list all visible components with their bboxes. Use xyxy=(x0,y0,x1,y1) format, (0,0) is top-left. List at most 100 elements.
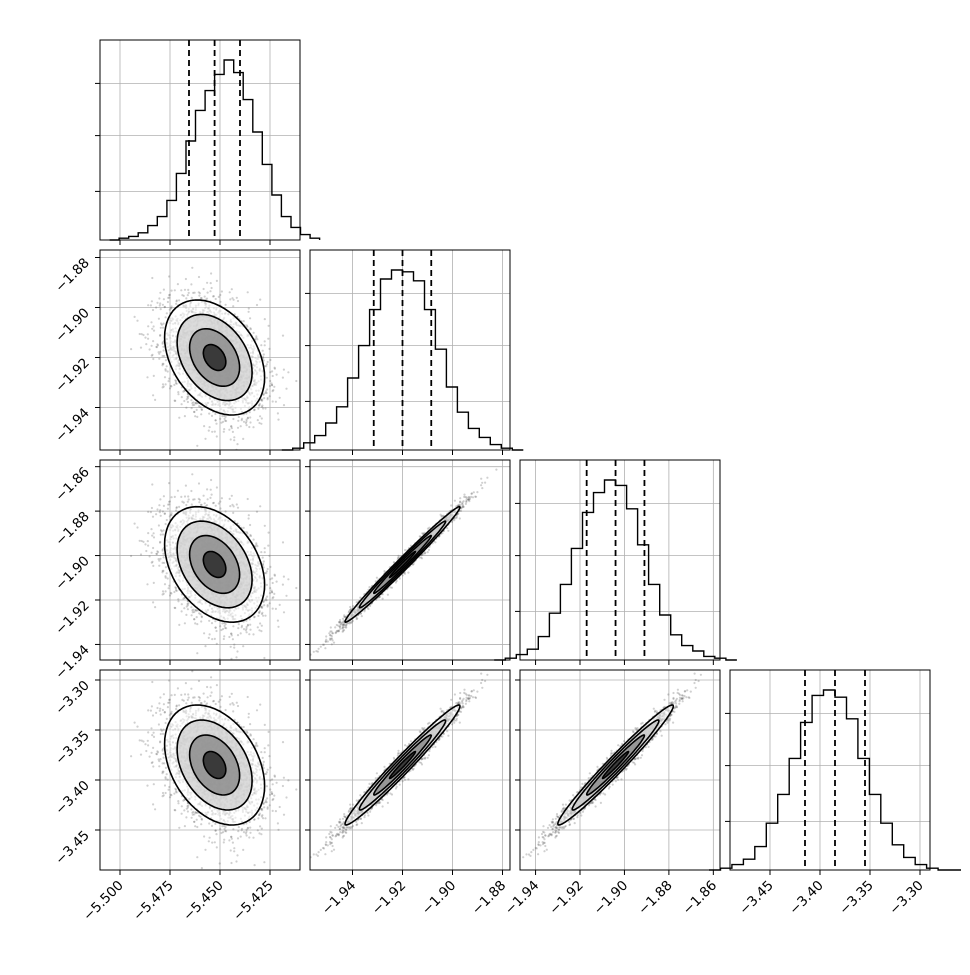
sample-point xyxy=(162,553,164,555)
sample-point xyxy=(130,555,132,557)
sample-point xyxy=(246,631,248,633)
sample-point xyxy=(134,316,136,318)
sample-point xyxy=(192,611,194,613)
sample-point xyxy=(232,638,234,640)
sample-point xyxy=(145,343,147,345)
sample-point xyxy=(198,482,200,484)
sample-point xyxy=(163,349,165,351)
sample-point xyxy=(232,431,234,433)
sample-point xyxy=(165,383,167,385)
sample-point xyxy=(158,524,160,526)
sample-point xyxy=(283,576,285,578)
sample-point xyxy=(271,384,273,386)
sample-point xyxy=(151,355,153,357)
sample-point xyxy=(151,562,153,564)
sample-point xyxy=(233,299,235,301)
sample-point xyxy=(185,407,187,409)
sample-point xyxy=(266,596,268,598)
sample-point xyxy=(229,298,231,300)
sample-point xyxy=(200,504,202,506)
sample-point xyxy=(243,527,245,529)
sample-point xyxy=(267,604,269,606)
sample-point xyxy=(159,511,161,513)
sample-point xyxy=(162,346,164,348)
sample-point xyxy=(199,613,201,615)
sample-point xyxy=(209,426,211,428)
sample-point xyxy=(259,415,261,417)
sample-point xyxy=(174,496,176,498)
sample-point xyxy=(146,376,148,378)
sample-point xyxy=(273,386,275,388)
sample-point xyxy=(214,620,216,622)
sample-point xyxy=(162,533,164,535)
sample-point xyxy=(158,353,160,355)
sample-point xyxy=(191,267,193,269)
sample-point xyxy=(245,422,247,424)
sample-point xyxy=(201,615,203,617)
sample-point xyxy=(232,625,234,627)
sample-point xyxy=(269,359,271,361)
sample-point xyxy=(188,292,190,294)
sample-point xyxy=(152,547,154,549)
sample-point xyxy=(187,602,189,604)
sample-point xyxy=(136,320,138,322)
sample-point xyxy=(151,300,153,302)
sample-point xyxy=(233,505,235,507)
sample-point xyxy=(232,418,234,420)
sample-point xyxy=(271,591,273,593)
sample-point xyxy=(185,297,187,299)
sample-point xyxy=(242,438,244,440)
sample-point xyxy=(260,630,262,632)
sample-point xyxy=(191,407,193,409)
sample-point xyxy=(249,524,251,526)
sample-point xyxy=(204,502,206,504)
sample-point xyxy=(191,473,193,475)
sample-point xyxy=(147,540,149,542)
sample-point xyxy=(219,501,221,503)
sample-point xyxy=(203,288,205,290)
sample-point xyxy=(159,302,161,304)
sample-point xyxy=(147,532,149,534)
sample-point xyxy=(266,377,268,379)
sample-point xyxy=(168,380,170,382)
sample-point xyxy=(230,450,232,452)
sample-point xyxy=(207,498,209,500)
sample-point xyxy=(215,627,217,629)
sample-point xyxy=(235,656,237,658)
sample-point xyxy=(257,615,259,617)
sample-point xyxy=(236,503,238,505)
sample-point xyxy=(261,405,263,407)
sample-point xyxy=(163,289,165,291)
sample-point xyxy=(211,287,213,289)
sample-point xyxy=(158,318,160,320)
sample-point xyxy=(152,309,154,311)
sample-point xyxy=(192,404,194,406)
sample-point xyxy=(147,511,149,513)
sample-point xyxy=(187,608,189,610)
sample-point xyxy=(146,583,148,585)
sample-point xyxy=(144,543,146,545)
sample-point xyxy=(191,614,193,616)
sample-point xyxy=(249,411,251,413)
sample-point xyxy=(147,333,149,335)
sample-point xyxy=(255,544,257,546)
sample-point xyxy=(169,387,171,389)
sample-point xyxy=(218,296,220,298)
sample-point xyxy=(249,624,251,626)
sample-point xyxy=(228,636,230,638)
sample-point xyxy=(163,562,165,564)
sample-point xyxy=(262,615,264,617)
sample-point xyxy=(159,542,161,544)
sample-point xyxy=(215,630,217,632)
sample-point xyxy=(243,320,245,322)
sample-point xyxy=(155,513,157,515)
sample-point xyxy=(248,426,250,428)
sample-point xyxy=(210,489,212,491)
sample-point xyxy=(159,335,161,337)
sample-point xyxy=(178,417,180,419)
sample-point xyxy=(230,633,232,635)
sample-point xyxy=(164,583,166,585)
sample-point xyxy=(236,443,238,445)
sample-point xyxy=(151,507,153,509)
sample-point xyxy=(223,428,225,430)
